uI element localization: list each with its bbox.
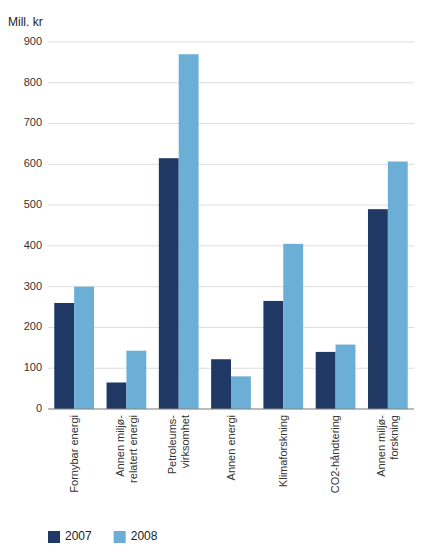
x-tick-label: Annen miljø-relatert energi (114, 415, 139, 483)
grid (48, 42, 414, 409)
x-tick-label: Annen energi (225, 415, 237, 480)
grid-line (48, 42, 414, 43)
grid-line (48, 205, 414, 206)
y-tick-label: 600 (24, 157, 42, 169)
bar (107, 382, 127, 409)
bars (54, 54, 407, 409)
y-tick-label: 500 (24, 198, 42, 210)
y-tick-label: 200 (24, 320, 42, 332)
legend-swatch (48, 531, 60, 543)
x-axis-line (48, 409, 414, 410)
bar (263, 301, 283, 409)
bar (316, 352, 336, 409)
legend: 2007 2008 (48, 529, 158, 543)
chart-container: 0 100 200 300 400 500 600 700 800 900 Fornybar ene… (0, 0, 424, 559)
bar (283, 244, 303, 409)
y-tick-label: 700 (24, 116, 42, 128)
bar (211, 359, 231, 409)
x-tick-label: Fornybar energi (68, 415, 80, 493)
y-tick-label: 300 (24, 280, 42, 292)
grid-line (48, 82, 414, 83)
y-tick-label: 800 (24, 76, 42, 88)
grid-line (48, 245, 414, 246)
x-tick-label: CO2-håndtering (329, 415, 341, 493)
bar (126, 351, 146, 409)
bar (179, 54, 199, 409)
y-tick-label: 400 (24, 239, 42, 251)
bar (74, 287, 94, 409)
grid-line (48, 286, 414, 287)
chart: 0 100 200 300 400 500 600 700 800 900 Fornybar ene… (0, 0, 424, 559)
grid-line (48, 164, 414, 165)
bar (159, 158, 179, 409)
bar (54, 303, 74, 409)
grid-line (48, 327, 414, 328)
bar (388, 161, 408, 409)
y-axis-label: Mill. kr (8, 15, 43, 29)
x-tick-label: Klimaforskning (277, 415, 289, 487)
y-tick-label: 0 (36, 402, 42, 414)
bar (368, 209, 388, 409)
y-tick-label: 100 (24, 361, 42, 373)
grid-line (48, 409, 414, 410)
bar (336, 345, 356, 409)
grid-line (48, 123, 414, 124)
y-tick-label: 900 (24, 35, 42, 47)
x-tick-label: Petroleums-virksomhet (166, 415, 191, 475)
legend-label: 2008 (131, 529, 158, 543)
x-tick-label: Annen miljø-forskning (375, 415, 400, 477)
bar (231, 376, 251, 409)
legend-swatch (114, 531, 126, 543)
legend-label: 2007 (65, 529, 92, 543)
